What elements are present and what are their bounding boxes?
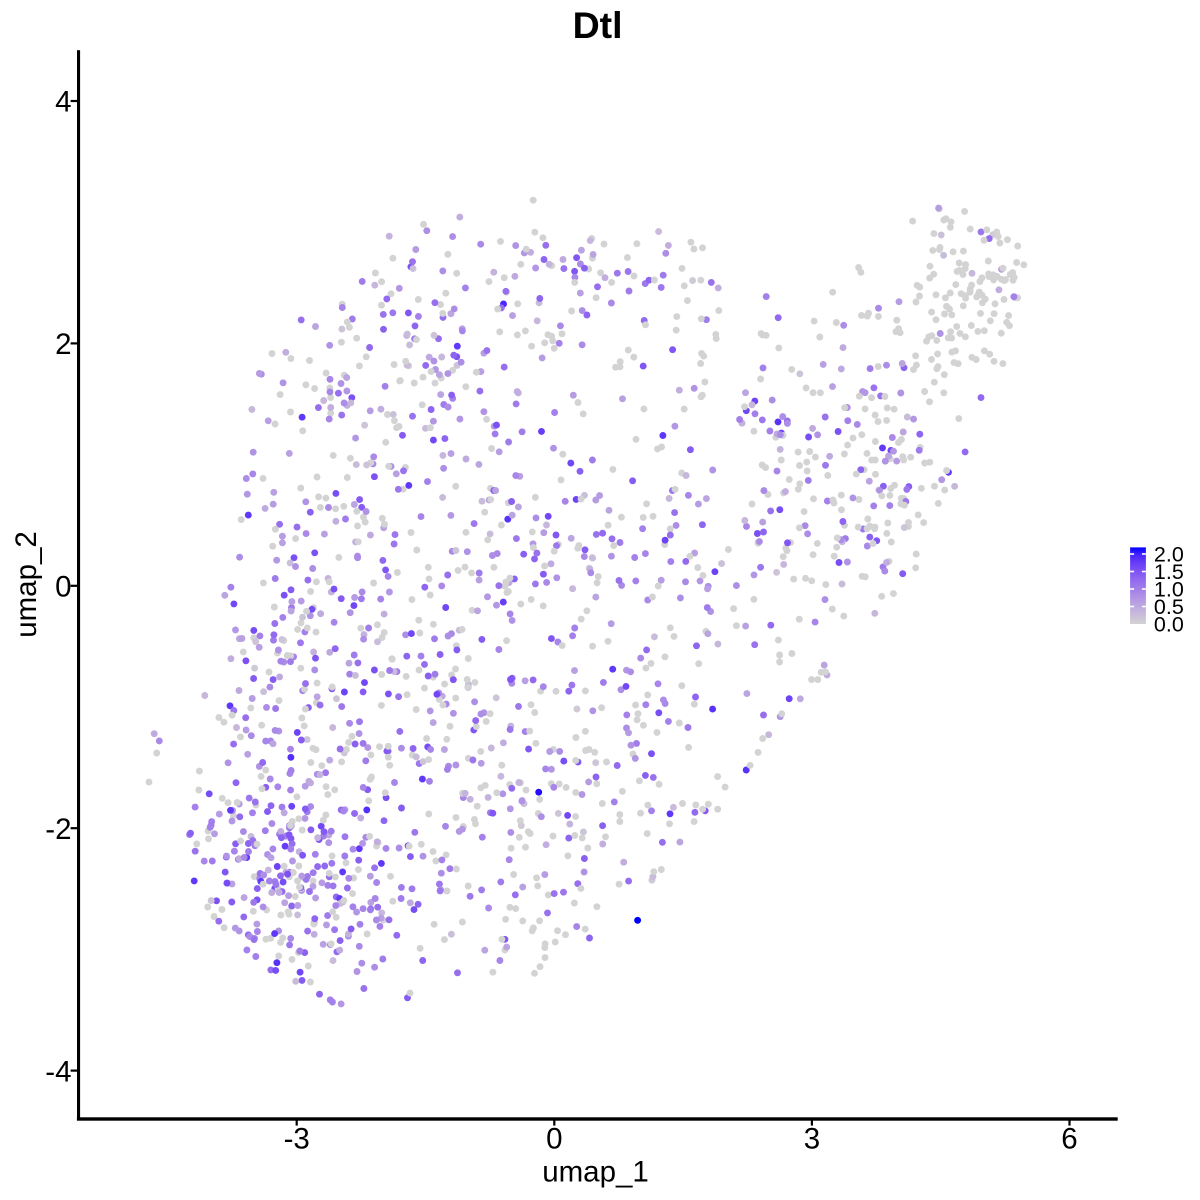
svg-text:6: 6: [1061, 1123, 1077, 1156]
svg-text:3: 3: [804, 1123, 820, 1156]
svg-text:0: 0: [546, 1123, 562, 1156]
svg-text:1.0: 1.0: [1154, 577, 1184, 601]
svg-text:0.5: 0.5: [1154, 595, 1184, 619]
svg-text:-4: -4: [45, 1055, 71, 1088]
svg-text:2: 2: [55, 328, 71, 361]
svg-text:1.5: 1.5: [1154, 560, 1184, 584]
svg-text:-3: -3: [284, 1123, 310, 1156]
svg-text:2.0: 2.0: [1154, 542, 1184, 566]
svg-text:0: 0: [55, 571, 71, 604]
svg-text:umap_1: umap_1: [542, 1155, 649, 1188]
svg-text:4: 4: [55, 86, 71, 119]
svg-text:Dtl: Dtl: [573, 4, 623, 46]
svg-text:0.0: 0.0: [1154, 612, 1184, 636]
svg-text:umap_2: umap_2: [10, 531, 43, 638]
svg-text:-2: -2: [45, 813, 71, 846]
